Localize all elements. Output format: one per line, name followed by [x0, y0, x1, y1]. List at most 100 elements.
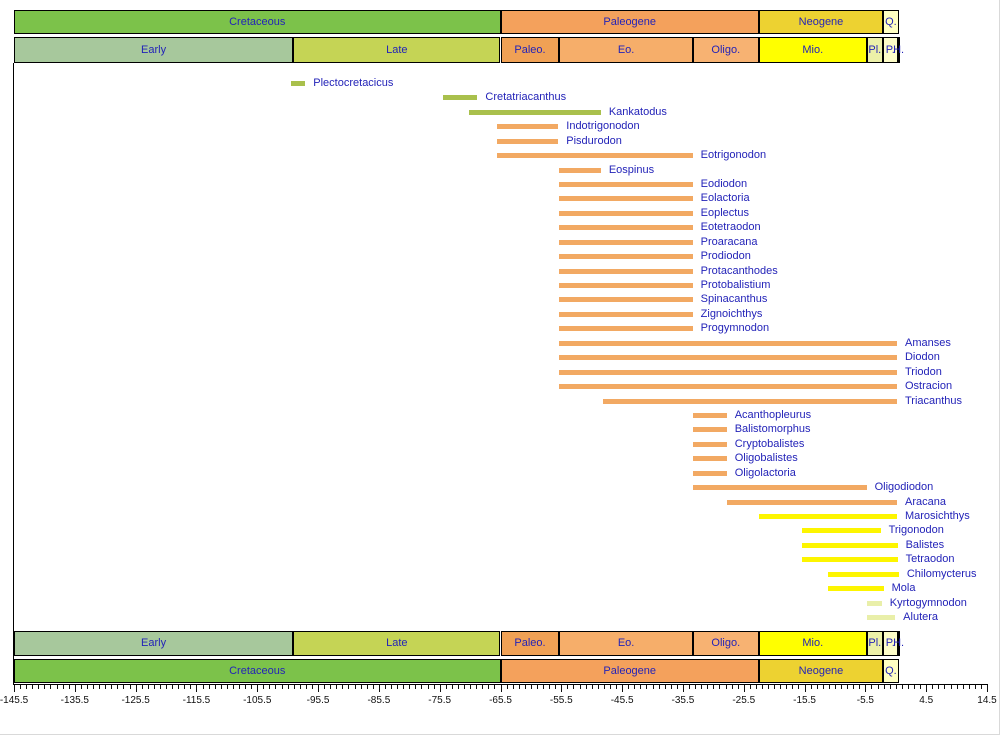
- axis-tick-minor: [755, 685, 757, 689]
- axis-tick-minor: [220, 685, 222, 689]
- axis-tick-minor: [62, 685, 64, 689]
- axis-tick-minor: [184, 685, 186, 689]
- axis-tick-label: -125.5: [121, 695, 150, 706]
- axis-tick-minor: [822, 685, 824, 689]
- taxon-label-tetraodon: Tetraodon: [905, 553, 955, 566]
- axis-tick-minor: [451, 685, 453, 689]
- period-band-label: Q.: [885, 664, 897, 677]
- axis-tick-minor: [658, 685, 660, 689]
- axis-tick-minor: [482, 685, 484, 689]
- axis-tick-major: [439, 685, 441, 692]
- axis-tick-minor: [907, 685, 909, 689]
- axis-tick-minor: [32, 685, 34, 689]
- axis-tick-minor: [962, 685, 964, 689]
- epoch-band-paleo-top: Paleo.: [500, 37, 560, 63]
- range-bar-marosichthys: [758, 513, 897, 519]
- axis-tick-minor: [628, 685, 630, 689]
- epoch-band-pl-top: Pl.: [866, 37, 883, 63]
- range-bar-trigonodon: [801, 528, 881, 534]
- epoch-band-label: Pl.: [868, 637, 882, 649]
- axis-tick-minor: [950, 685, 952, 689]
- epoch-band-label: Mio.: [802, 637, 824, 649]
- taxon-label-prodiodon: Prodiodon: [700, 250, 751, 263]
- axis-tick-minor: [178, 685, 180, 689]
- axis-tick-major: [682, 685, 684, 692]
- axis-tick-minor: [433, 685, 435, 689]
- range-bar-oligodiodon: [692, 485, 867, 491]
- axis-tick-minor: [597, 685, 599, 689]
- axis-tick-minor: [847, 685, 849, 689]
- axis-tick-minor: [816, 685, 818, 689]
- period-band-label: Paleogene: [603, 15, 657, 28]
- epoch-band-label: P.: [885, 637, 895, 649]
- axis-tick-minor: [664, 685, 666, 689]
- taxon-label-eodiodon: Eodiodon: [700, 178, 748, 191]
- axis-tick-minor: [707, 685, 709, 689]
- axis-tick-minor: [761, 685, 763, 689]
- axis-tick-minor: [153, 685, 155, 689]
- axis-tick-minor: [159, 685, 161, 689]
- axis-tick-minor: [56, 685, 58, 689]
- axis-tick-minor: [591, 685, 593, 689]
- range-bar-triacanthus: [603, 398, 897, 404]
- axis-tick-label: -95.5: [306, 695, 330, 706]
- range-bar-prodiodon: [559, 254, 693, 260]
- axis-tick-minor: [841, 685, 843, 689]
- axis-tick-minor: [214, 685, 216, 689]
- axis-tick-major: [926, 685, 928, 692]
- range-bar-mola: [828, 586, 884, 592]
- taxon-label-diodon: Diodon: [904, 351, 940, 364]
- axis-tick-minor: [342, 685, 344, 689]
- axis-tick-minor: [68, 685, 70, 689]
- taxon-label-aracana: Aracana: [904, 495, 946, 508]
- x-axis-line: [13, 684, 988, 685]
- epoch-band-label: Late: [386, 637, 408, 649]
- range-bar-protobalistium: [559, 283, 693, 289]
- axis-tick-minor: [543, 685, 545, 689]
- range-bar-eotrigonodon: [497, 153, 693, 159]
- axis-tick-minor: [141, 685, 143, 689]
- period-band-cretaceous-top: Cretaceous: [14, 10, 501, 34]
- axis-tick-minor: [689, 685, 691, 689]
- axis-tick-minor: [324, 685, 326, 689]
- axis-tick-major: [622, 685, 624, 692]
- axis-tick-minor: [86, 685, 88, 689]
- range-bar-cretatriacanthus: [442, 95, 478, 101]
- axis-tick-minor: [573, 685, 575, 689]
- period-band-paleogene-bottom: Paleogene: [500, 659, 759, 683]
- axis-tick-minor: [123, 685, 125, 689]
- axis-tick-minor: [920, 685, 922, 689]
- epoch-band-label: Early: [141, 43, 167, 56]
- axis-tick-minor: [397, 685, 399, 689]
- period-band-q-top: Q.: [883, 10, 899, 34]
- axis-tick-minor: [275, 685, 277, 689]
- taxon-label-eotrigonodon: Eotrigonodon: [700, 149, 767, 162]
- taxon-label-indotrigonodon: Indotrigonodon: [566, 120, 640, 133]
- epoch-band-label: Oligo.: [711, 43, 741, 56]
- axis-tick-minor: [105, 685, 107, 689]
- epoch-band-label: P.: [885, 43, 895, 56]
- axis-tick-label: -45.5: [610, 695, 634, 706]
- axis-tick-minor: [695, 685, 697, 689]
- axis-tick-label: -135.5: [60, 695, 89, 706]
- axis-tick-minor: [701, 685, 703, 689]
- range-bar-tetraodon: [801, 557, 898, 563]
- axis-tick-minor: [269, 685, 271, 689]
- axis-tick-label: -105.5: [243, 695, 272, 706]
- range-bar-amanses: [559, 340, 897, 346]
- axis-tick-major: [318, 685, 320, 692]
- axis-tick-minor: [360, 685, 362, 689]
- axis-tick-minor: [166, 685, 168, 689]
- axis-tick-minor: [427, 685, 429, 689]
- taxon-label-protobalistium: Protobalistium: [700, 279, 771, 292]
- axis-tick-minor: [93, 685, 95, 689]
- axis-tick-minor: [877, 685, 879, 689]
- taxon-label-oligolactoria: Oligolactoria: [734, 466, 796, 479]
- range-bar-eoplectus: [559, 210, 693, 216]
- axis-tick-minor: [914, 685, 916, 689]
- range-bar-chilomycterus: [828, 571, 899, 577]
- axis-tick-label: -55.5: [549, 695, 573, 706]
- axis-tick-minor: [536, 685, 538, 689]
- axis-tick-minor: [348, 685, 350, 689]
- range-bar-eodiodon: [559, 182, 693, 188]
